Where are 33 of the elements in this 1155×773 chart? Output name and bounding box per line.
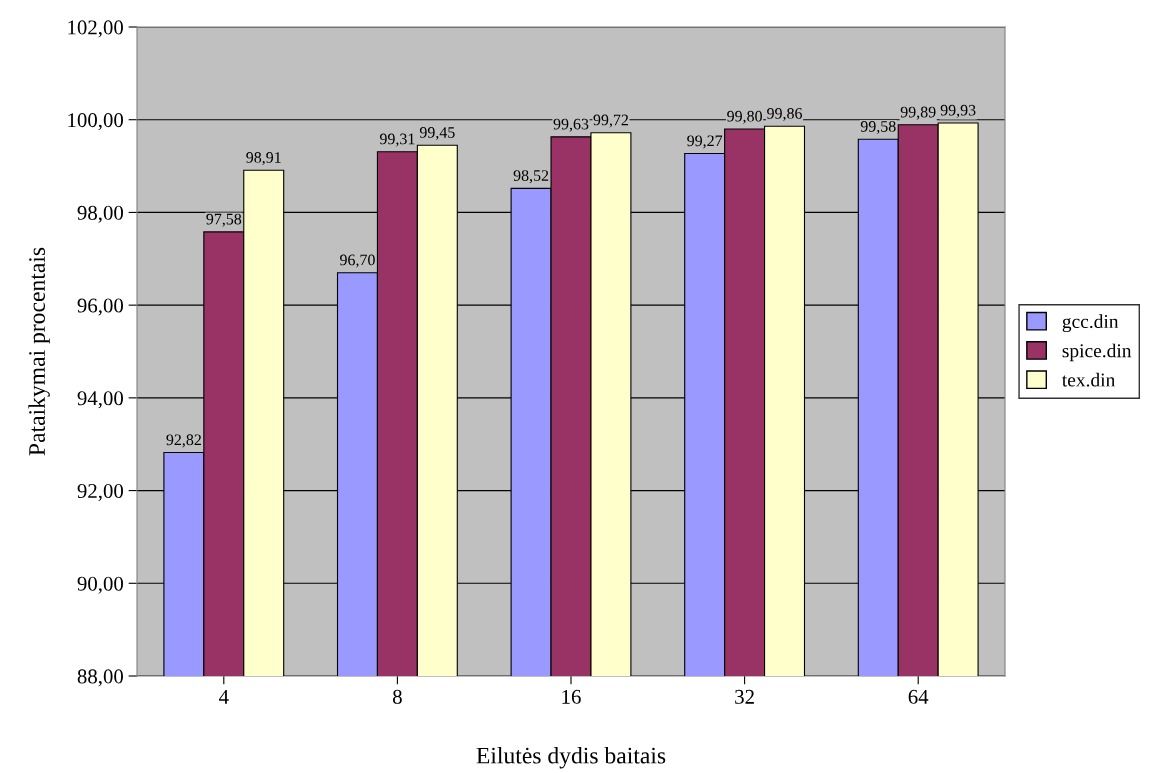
legend-label: spice.din — [1062, 343, 1132, 362]
data-label: 99,58 — [860, 120, 896, 135]
x-tick-label: 32 — [735, 689, 754, 704]
data-label: 99,27 — [687, 135, 723, 149]
data-label: 99,63 — [553, 118, 589, 132]
y-tick-label: 98,00 — [77, 205, 124, 223]
legend-label: gcc.din — [1062, 314, 1119, 333]
y-tick-label: 92,00 — [77, 483, 124, 501]
y-tick-label: 94,00 — [77, 391, 124, 409]
data-label: 99,93 — [940, 104, 976, 118]
data-label: 99,86 — [767, 108, 803, 122]
y-tick-label: 90,00 — [77, 576, 124, 594]
x-axis-title: Eilutės dydis baitais — [476, 746, 666, 769]
data-label: 99,45 — [419, 127, 455, 141]
data-label: 92,82 — [166, 434, 201, 448]
data-label: 99,80 — [727, 110, 762, 124]
x-tick-label: 16 — [562, 689, 581, 704]
data-label: 96,70 — [340, 254, 375, 268]
data-label: 97,58 — [206, 213, 242, 227]
y-tick-label: 96,00 — [77, 298, 124, 316]
x-tick-label: 64 — [908, 689, 929, 704]
data-label: 98,91 — [246, 152, 281, 166]
data-label: 99,89 — [900, 106, 936, 120]
legend-label: tex.din — [1062, 372, 1116, 387]
y-tick-label: 102,00 — [68, 20, 124, 38]
data-label: 99,31 — [379, 133, 415, 147]
y-tick-label: 88,00 — [77, 669, 124, 687]
data-label: 98,52 — [513, 170, 549, 184]
x-tick-label: 8 — [392, 689, 402, 704]
x-tick-label: 4 — [219, 689, 229, 704]
data-label: 99,72 — [593, 114, 629, 128]
y-tick-label: 100,00 — [68, 113, 124, 131]
y-axis-title: Pataikymai procentais — [28, 247, 50, 456]
